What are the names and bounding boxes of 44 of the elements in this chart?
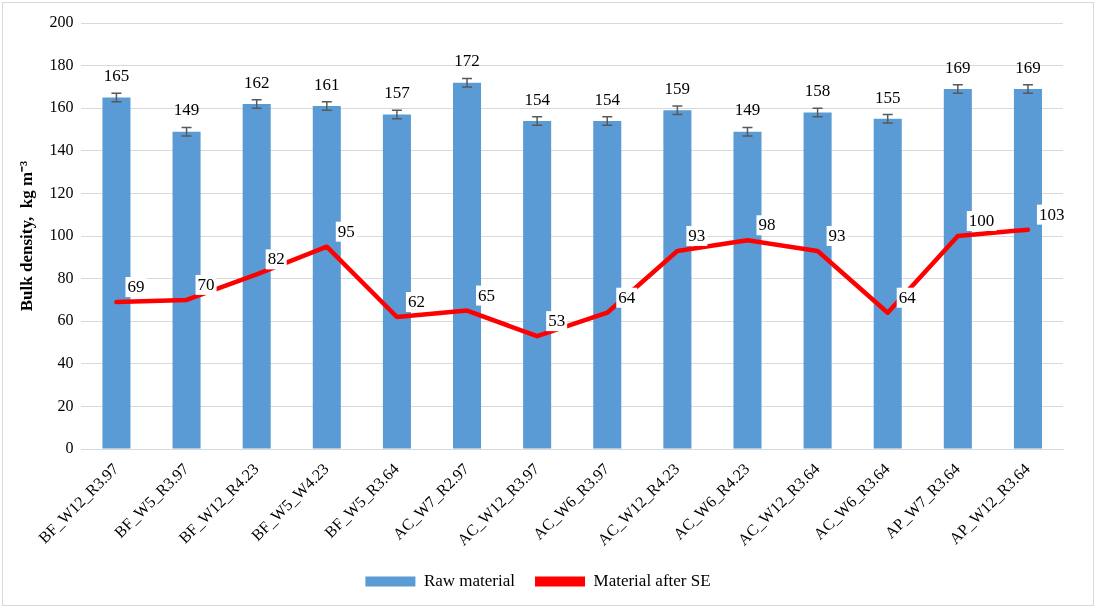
y-tick-label: 0 xyxy=(65,439,74,457)
data-label: 69 xyxy=(127,277,145,297)
data-label: 149 xyxy=(734,100,761,120)
y-axis-title: Bulk density, kg m⁻³ xyxy=(16,160,36,312)
data-label: 64 xyxy=(898,287,917,307)
data-label: 162 xyxy=(243,72,270,92)
data-label: 161 xyxy=(314,74,340,94)
data-label: 103 xyxy=(1038,204,1065,224)
data-label: 98 xyxy=(758,215,776,235)
data-label: 95 xyxy=(337,221,355,241)
data-label: 149 xyxy=(173,100,200,120)
legend-label: Material after SE xyxy=(593,570,711,590)
y-tick-label: 40 xyxy=(57,354,74,372)
y-tick-label: 80 xyxy=(57,268,74,286)
data-label: 169 xyxy=(1015,57,1041,77)
bar xyxy=(943,89,972,449)
data-label: 100 xyxy=(968,211,995,230)
data-label: 157 xyxy=(384,83,411,103)
data-label: 172 xyxy=(454,51,480,71)
y-tick-label: 200 xyxy=(49,13,74,31)
data-label: 169 xyxy=(945,57,971,77)
data-label: 159 xyxy=(664,79,691,99)
data-label: 62 xyxy=(407,291,425,311)
y-tick-label: 120 xyxy=(49,183,74,201)
data-label: 154 xyxy=(594,89,621,109)
data-label: 82 xyxy=(267,249,285,269)
data-label: 93 xyxy=(688,225,706,245)
data-label: 70 xyxy=(197,274,215,294)
data-label: 65 xyxy=(478,285,496,305)
data-label: 154 xyxy=(524,89,551,109)
data-label: 93 xyxy=(828,225,846,245)
data-label: 53 xyxy=(548,311,566,331)
data-label: 64 xyxy=(618,287,636,307)
data-label: 158 xyxy=(804,81,831,101)
y-tick-label: 180 xyxy=(49,55,74,73)
y-tick-label: 160 xyxy=(49,98,74,116)
data-label: 165 xyxy=(103,66,130,86)
y-tick-label: 140 xyxy=(49,141,74,159)
data-label: 155 xyxy=(874,87,901,107)
legend-label: Raw material xyxy=(423,570,516,590)
y-tick-label: 60 xyxy=(57,311,74,329)
bar xyxy=(1013,89,1042,449)
y-tick-label: 20 xyxy=(57,396,74,414)
y-tick-label: 100 xyxy=(49,226,74,244)
